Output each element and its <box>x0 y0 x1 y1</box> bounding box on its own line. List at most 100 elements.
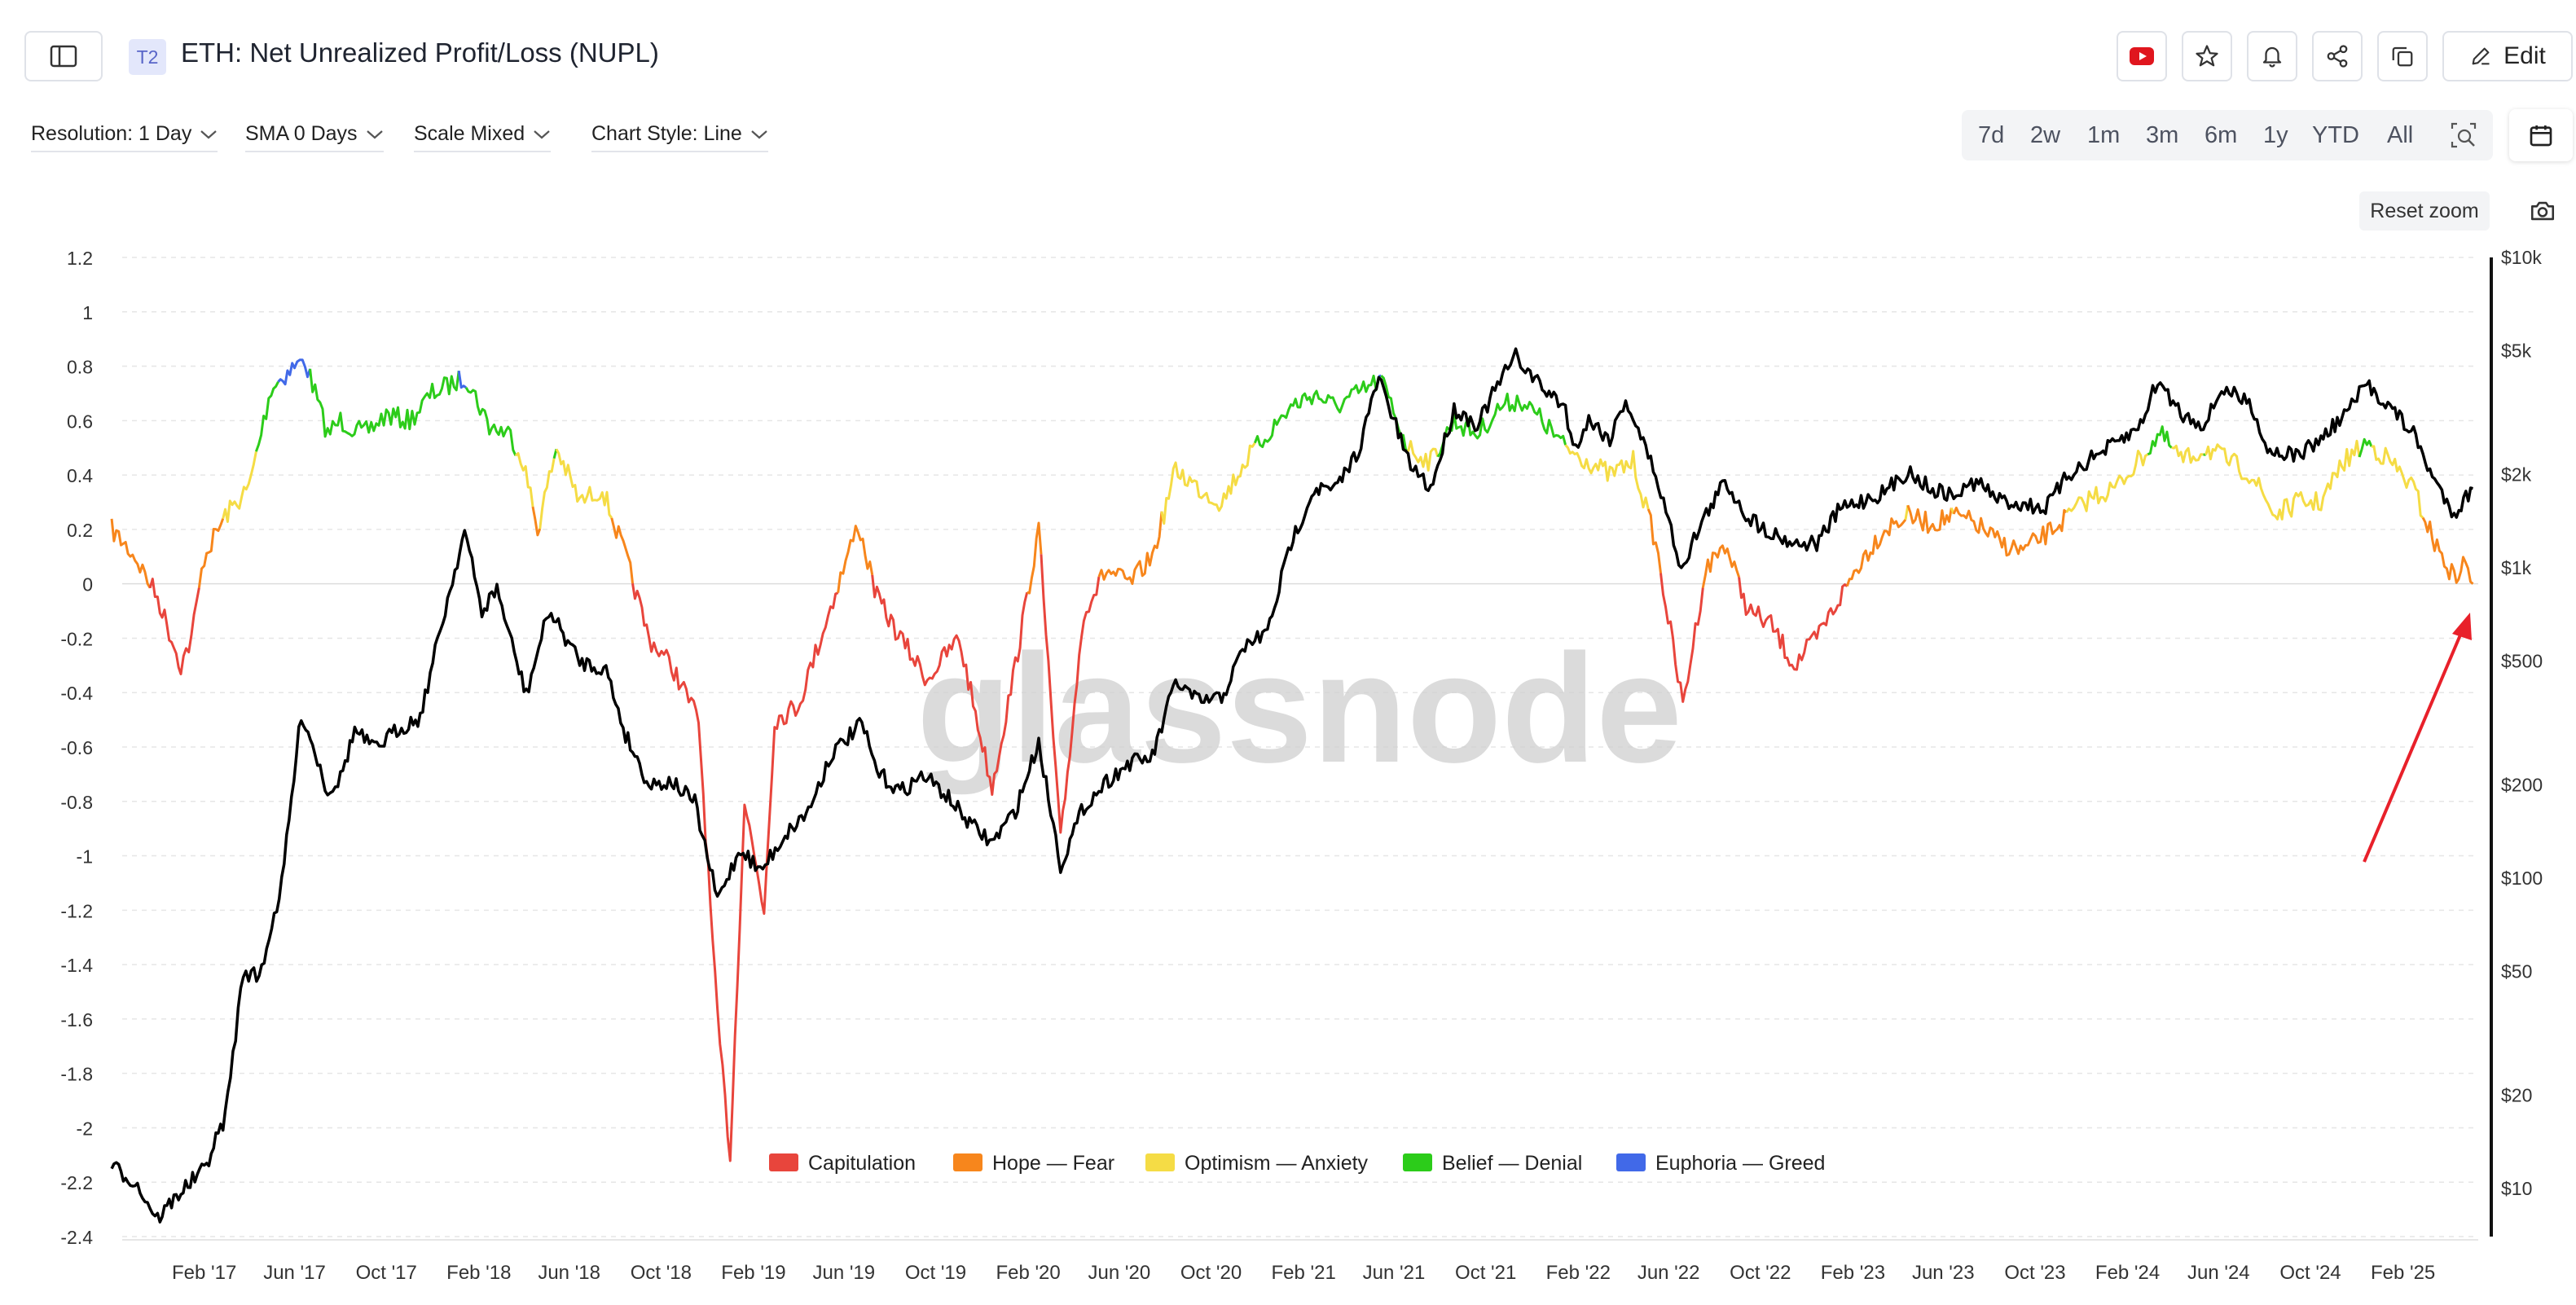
x-tick-label: Jun '17 <box>263 1262 326 1284</box>
nupl-line-segment <box>1253 374 1380 449</box>
nupl-line-segment <box>1659 573 1704 703</box>
x-tick-label: Feb '22 <box>1546 1262 1611 1284</box>
x-tick-label: Feb '25 <box>2371 1262 2435 1284</box>
y-right-tick-label: $5k <box>2501 341 2532 362</box>
annotation-arrowhead <box>2452 613 2472 640</box>
duplicate-button[interactable] <box>2377 31 2428 81</box>
x-tick-label: Jun '24 <box>2187 1262 2250 1284</box>
y-left-tick-label: -1.2 <box>60 900 93 921</box>
legend-label: Euphoria — Greed <box>1655 1152 1825 1175</box>
resolution-dropdown[interactable]: Resolution: 1 Day <box>31 122 218 152</box>
legend-label: Hope — Fear <box>992 1152 1114 1175</box>
x-tick-label: Jun '22 <box>1637 1262 1700 1284</box>
range-6m[interactable]: 6m <box>2205 122 2238 148</box>
nupl-line-segment <box>1097 511 1163 586</box>
nupl-line-segment <box>1380 375 1409 453</box>
screenshot-button[interactable] <box>2529 197 2556 225</box>
zoom-select-button[interactable] <box>2449 121 2478 150</box>
x-tick-label: Feb '19 <box>721 1262 785 1284</box>
range-all[interactable]: All <box>2387 122 2414 148</box>
range-ytd[interactable]: YTD <box>2312 122 2359 148</box>
legend-swatch <box>1403 1153 1432 1171</box>
range-selector <box>1962 110 2493 160</box>
y-right-tick-label: $10 <box>2501 1178 2532 1199</box>
nupl-line-segment <box>2205 439 2361 521</box>
x-tick-label: Jun '21 <box>1363 1262 1426 1284</box>
share-button[interactable] <box>2312 31 2363 81</box>
x-tick-label: Jun '19 <box>812 1262 875 1284</box>
x-tick-label: Oct '24 <box>2279 1262 2341 1284</box>
y-right-tick-label: $200 <box>2501 774 2543 795</box>
sma-dropdown[interactable]: SMA 0 Days <box>245 122 384 152</box>
annotation-arrow <box>2363 626 2465 863</box>
edit-label: Edit <box>2503 42 2546 69</box>
x-tick-label: Feb '23 <box>1821 1262 1885 1284</box>
y-left-tick-label: -0.4 <box>60 683 93 704</box>
y-right-tick-label: $2k <box>2501 464 2532 485</box>
star-icon <box>2196 45 2218 67</box>
nupl-line-segment <box>538 458 556 529</box>
legend-swatch <box>769 1153 798 1171</box>
edit-button[interactable]: Edit <box>2442 31 2573 81</box>
range-3m[interactable]: 3m <box>2146 122 2179 148</box>
x-tick-label: Jun '23 <box>1912 1262 1975 1284</box>
calendar-button[interactable] <box>2509 109 2573 161</box>
price-line <box>110 347 2473 1224</box>
legend-item: Euphoria — Greed <box>1616 1152 1825 1175</box>
share-icon <box>2327 45 2348 68</box>
reset-zoom-button[interactable]: Reset zoom <box>2359 191 2490 231</box>
y-right-tick-label: $1k <box>2501 557 2532 578</box>
y-left-tick-label: 1 <box>82 302 93 323</box>
y-left-tick-label: -0.6 <box>60 737 93 758</box>
nupl-line-segment <box>1738 577 1848 671</box>
resolution-label: Resolution: 1 Day <box>31 122 192 145</box>
chart-style-dropdown[interactable]: Chart Style: Line <box>591 122 768 152</box>
chevron-down-icon <box>200 130 218 138</box>
legend-item: Optimism — Anxiety <box>1145 1152 1369 1175</box>
range-2w[interactable]: 2w <box>2030 122 2061 148</box>
y-left-tick-label: -1 <box>77 846 93 868</box>
nupl-line-segment <box>1906 504 1953 534</box>
x-tick-label: Feb '18 <box>446 1262 511 1284</box>
bell-icon <box>2262 46 2282 68</box>
nupl-line-segment <box>1845 517 1907 587</box>
nupl-line-segment <box>871 574 1029 796</box>
legend-label: Optimism — Anxiety <box>1185 1152 1369 1175</box>
chart-style-label: Chart Style: Line <box>591 122 742 145</box>
y-left-tick-label: -1.8 <box>60 1064 93 1085</box>
nupl-line-segment <box>1701 544 1741 588</box>
y-right-tick-label: $10k <box>2501 247 2542 268</box>
legend-swatch <box>1145 1153 1175 1171</box>
legend-item: Capitulation <box>769 1152 916 1175</box>
x-tick-label: Feb '17 <box>172 1262 236 1284</box>
y-left-tick-label: 0.4 <box>67 465 93 486</box>
range-1y[interactable]: 1y <box>2263 122 2288 148</box>
youtube-button[interactable] <box>2117 31 2167 81</box>
range-1m[interactable]: 1m <box>2087 122 2121 148</box>
range-7d[interactable]: 7d <box>1978 122 2005 148</box>
nupl-line-segment <box>1040 554 1101 834</box>
y-right-tick-label: $20 <box>2501 1084 2532 1105</box>
page-title: ETH: Net Unrealized Profit/Loss (NUPL) <box>181 37 659 68</box>
chevron-down-icon <box>751 130 767 138</box>
alert-button[interactable] <box>2247 31 2297 81</box>
nupl-line-segment <box>464 386 517 456</box>
legend-item: Hope — Fear <box>953 1152 1114 1175</box>
sidebar-toggle-button[interactable] <box>24 31 103 81</box>
nupl-line-segment <box>254 381 279 452</box>
nupl-line-segment <box>222 451 257 523</box>
copy-icon <box>2392 46 2413 67</box>
scale-label: Scale Mixed <box>414 122 525 145</box>
x-tick-label: Feb '24 <box>2095 1262 2160 1284</box>
nupl-line-segment <box>2358 437 2373 458</box>
scale-dropdown[interactable]: Scale Mixed <box>414 122 552 152</box>
nupl-line-segment <box>1646 508 1662 573</box>
chevron-down-icon <box>366 130 383 138</box>
nupl-line-segment <box>1026 521 1043 595</box>
nupl-line-segment <box>2421 516 2474 585</box>
watermark: glassnode <box>917 622 1682 795</box>
y-left-tick-label: -0.2 <box>60 628 93 649</box>
x-tick-label: Oct '21 <box>1455 1262 1516 1284</box>
favorite-button[interactable] <box>2182 31 2232 81</box>
